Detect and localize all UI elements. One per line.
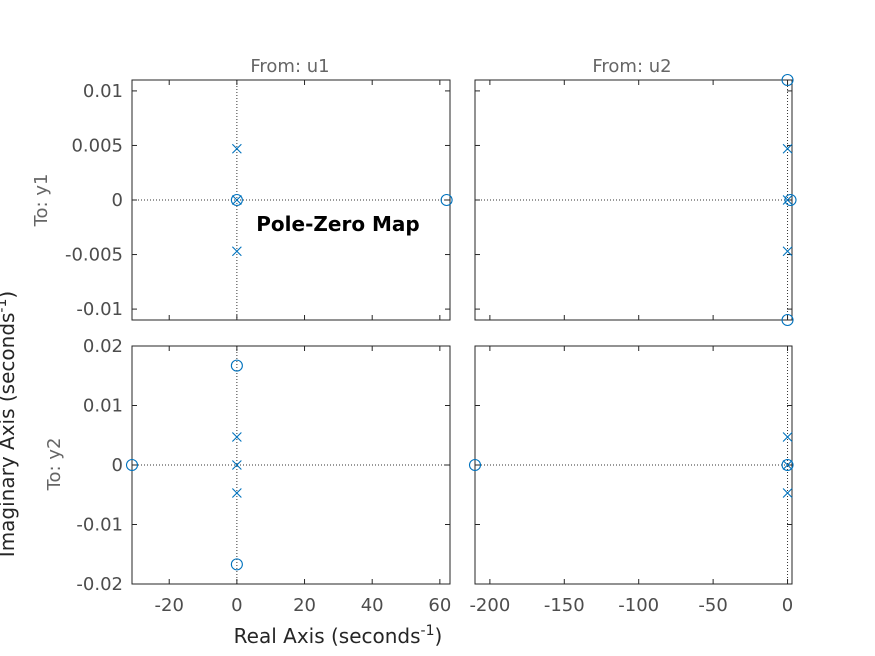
pole-stroke: [231, 246, 242, 257]
pole-stroke: [782, 460, 793, 470]
y-tick-label: 0: [112, 455, 123, 476]
y-tick-label: 0.02: [83, 336, 123, 357]
pole-stroke: [231, 432, 242, 442]
row-label-y2: To: y2: [44, 438, 65, 492]
pole-marker: [782, 143, 793, 154]
pole-marker: [231, 246, 242, 257]
zero-marker: [781, 458, 794, 472]
zero-marker: [784, 193, 797, 207]
x-tick-label: 60: [428, 595, 451, 616]
axes-box: [474, 345, 793, 585]
pole-marker: [231, 195, 242, 205]
row-label-y1: To: y1: [31, 174, 52, 228]
pole-marker: [782, 195, 793, 205]
subplot-r0-c0: -0.01 -0.005 0 0.005 0.01: [65, 79, 453, 321]
x-tick-label: -20: [155, 595, 184, 616]
x-tick-label: 40: [361, 595, 384, 616]
pole-stroke: [231, 460, 242, 470]
pole-stroke: [231, 195, 242, 205]
x-axis-label: Real Axis (seconds-1): [234, 623, 443, 648]
axes-box: [474, 79, 793, 321]
y-tick-label: -0.005: [65, 245, 123, 266]
zero-marker: [468, 458, 482, 472]
pole-marker: [231, 488, 242, 498]
pole-stroke: [782, 432, 793, 442]
pole-stroke: [782, 195, 793, 205]
x-tick-label: -150: [544, 595, 585, 616]
zero-marker: [230, 558, 243, 571]
x-tick-label: -50: [698, 595, 727, 616]
subplot-r1-c1: -200 -150 -100 -50 0: [468, 345, 794, 616]
pole-marker: [231, 460, 242, 470]
x-tick-label: -200: [469, 595, 510, 616]
column-label-u1: From: u1: [250, 56, 329, 77]
x-tick-label: 20: [293, 595, 316, 616]
x-tick-label: -100: [618, 595, 659, 616]
zero-marker: [125, 458, 139, 472]
y-tick-label: -0.01: [76, 515, 123, 536]
pole-stroke: [782, 488, 793, 498]
pole-marker: [231, 143, 242, 154]
pole-stroke: [231, 488, 242, 498]
pole-stroke: [782, 143, 793, 154]
pole-marker: [231, 432, 242, 442]
subplot-r0-c1: [474, 73, 797, 327]
pole-stroke: [782, 246, 793, 257]
column-label-u2: From: u2: [592, 56, 671, 77]
x-tick-label: 0: [231, 595, 242, 616]
zero-marker: [230, 359, 243, 372]
pole-marker: [782, 488, 793, 498]
pole-marker: [782, 432, 793, 442]
x-tick-label: 0: [782, 595, 793, 616]
y-axis-label: Imaginary Axis (seconds-1): [0, 291, 19, 557]
y-tick-label: 0.005: [71, 135, 123, 156]
zero-marker: [230, 193, 243, 207]
pole-marker: [782, 246, 793, 257]
y-tick-label: -0.02: [76, 574, 123, 595]
zero-marker: [781, 313, 794, 327]
y-tick-label: 0.01: [83, 396, 123, 417]
pole-stroke: [231, 143, 242, 154]
pole-marker: [782, 460, 793, 470]
subplot-r1-c0: -20 0 20 40 60 -0.02 -0.01 0 0.01 0.02: [76, 336, 451, 616]
y-tick-label: 0: [112, 190, 123, 211]
chart-title: Pole-Zero Map: [256, 212, 419, 236]
zero-marker: [781, 73, 794, 87]
y-tick-label: -0.01: [76, 299, 123, 320]
zero-marker: [440, 193, 453, 207]
y-tick-label: 0.01: [83, 81, 123, 102]
